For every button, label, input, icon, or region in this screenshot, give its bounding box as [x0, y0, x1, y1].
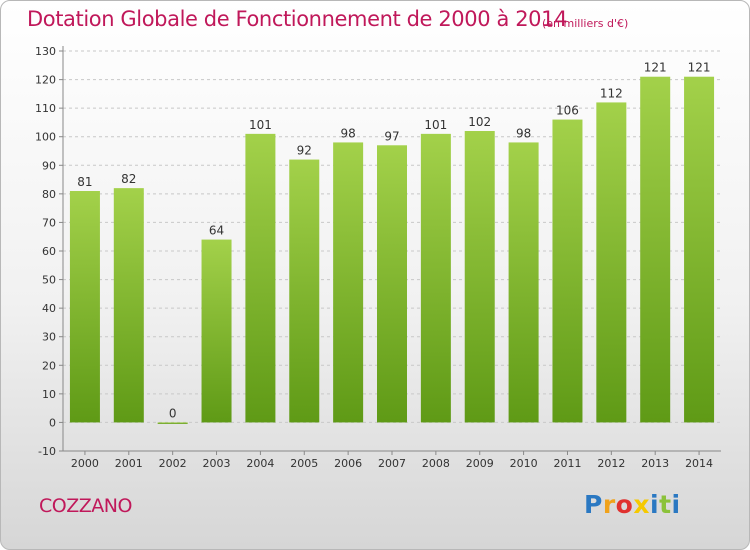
bars: 81 82 0 64 101 92 98 97 101 102 98 106 112 121 121	[69, 61, 715, 424]
bar-value-label: 106	[556, 104, 579, 118]
x-tick-label: 2007	[378, 457, 406, 470]
bar-value-label: 121	[688, 61, 711, 75]
bar-2000	[69, 191, 100, 423]
bar-value-label: 121	[644, 61, 667, 75]
y-tick-label: -10	[38, 445, 56, 458]
bar-value-label: 102	[468, 115, 491, 129]
bar-value-label: 98	[516, 126, 531, 140]
y-tick-label: 20	[42, 359, 56, 372]
proxiti-logo: Proxiti	[584, 490, 681, 519]
logo-letter: i	[650, 490, 660, 519]
bar-2012	[596, 102, 627, 423]
x-axis-ticks: 2000 2001 2002 2003 2004 2005 2006 2007 2008 2009…	[71, 451, 713, 470]
bar-2005	[289, 159, 320, 423]
y-tick-label: 10	[42, 388, 56, 401]
bar-2008	[420, 133, 451, 423]
x-tick-label: 2000	[71, 457, 99, 470]
bar-value-label: 101	[424, 118, 447, 132]
bar-2006	[333, 142, 364, 423]
bar-2001	[113, 188, 144, 423]
y-tick-label: 0	[49, 416, 56, 429]
unit-note: (en milliers d'€)	[542, 17, 629, 30]
bar-value-label: 82	[121, 172, 136, 186]
x-tick-label: 2010	[510, 457, 538, 470]
bar-value-label: 0	[169, 406, 177, 420]
y-tick-label: 60	[42, 245, 56, 258]
bar-value-label: 92	[297, 144, 312, 158]
bar-value-label: 97	[384, 129, 399, 143]
logo-letter: o	[615, 490, 634, 519]
bar-2013	[640, 76, 671, 423]
bar-value-label: 64	[209, 224, 224, 238]
x-tick-label: 2008	[422, 457, 450, 470]
logo-letter: i	[671, 490, 681, 519]
y-tick-label: 30	[42, 331, 56, 344]
logo-letter: x	[633, 490, 650, 519]
y-tick-label: 100	[35, 131, 56, 144]
bar-value-label: 112	[600, 86, 623, 100]
y-axis-ticks: -10 0 10 20 30 40 50 60 70 80 90 100 110 120 130	[35, 45, 63, 458]
y-tick-label: 80	[42, 188, 56, 201]
x-tick-label: 2005	[290, 457, 318, 470]
x-tick-label: 2002	[159, 457, 187, 470]
y-tick-label: 40	[42, 302, 56, 315]
y-tick-label: 130	[35, 45, 56, 58]
bar-value-label: 101	[249, 118, 272, 132]
x-tick-label: 2013	[641, 457, 669, 470]
logo-letter: t	[659, 490, 672, 519]
x-tick-label: 2012	[597, 457, 625, 470]
bar-value-label: 98	[340, 126, 355, 140]
bar-2010	[508, 142, 539, 423]
bar-2014	[684, 76, 715, 423]
y-tick-label: 120	[35, 74, 56, 87]
bar-2009	[464, 131, 495, 423]
logo-letter: r	[602, 490, 616, 519]
chart-title: Dotation Globale de Fonctionnement de 20…	[27, 7, 568, 31]
commune-name: COZZANO	[39, 495, 132, 517]
bar-2004	[245, 133, 276, 423]
bar-2002	[157, 422, 188, 424]
axes	[62, 46, 721, 452]
y-tick-label: 70	[42, 216, 56, 229]
x-tick-label: 2004	[246, 457, 274, 470]
x-tick-label: 2003	[203, 457, 231, 470]
y-tick-label: 50	[42, 274, 56, 287]
y-tick-label: 110	[35, 102, 56, 115]
bar-2011	[552, 119, 583, 423]
x-tick-label: 2009	[466, 457, 494, 470]
x-tick-label: 2014	[685, 457, 713, 470]
bar-value-label: 81	[77, 175, 92, 189]
bar-chart: -10 0 10 20 30 40 50 60 70 80 90 100 110 120 130 81 82 0…	[35, 45, 721, 470]
x-tick-label: 2006	[334, 457, 362, 470]
logo-letter: P	[584, 490, 603, 519]
bar-2007	[377, 145, 407, 423]
bar-2003	[201, 239, 232, 423]
x-tick-label: 2001	[115, 457, 143, 470]
x-tick-label: 2011	[553, 457, 581, 470]
y-tick-label: 90	[42, 159, 56, 172]
